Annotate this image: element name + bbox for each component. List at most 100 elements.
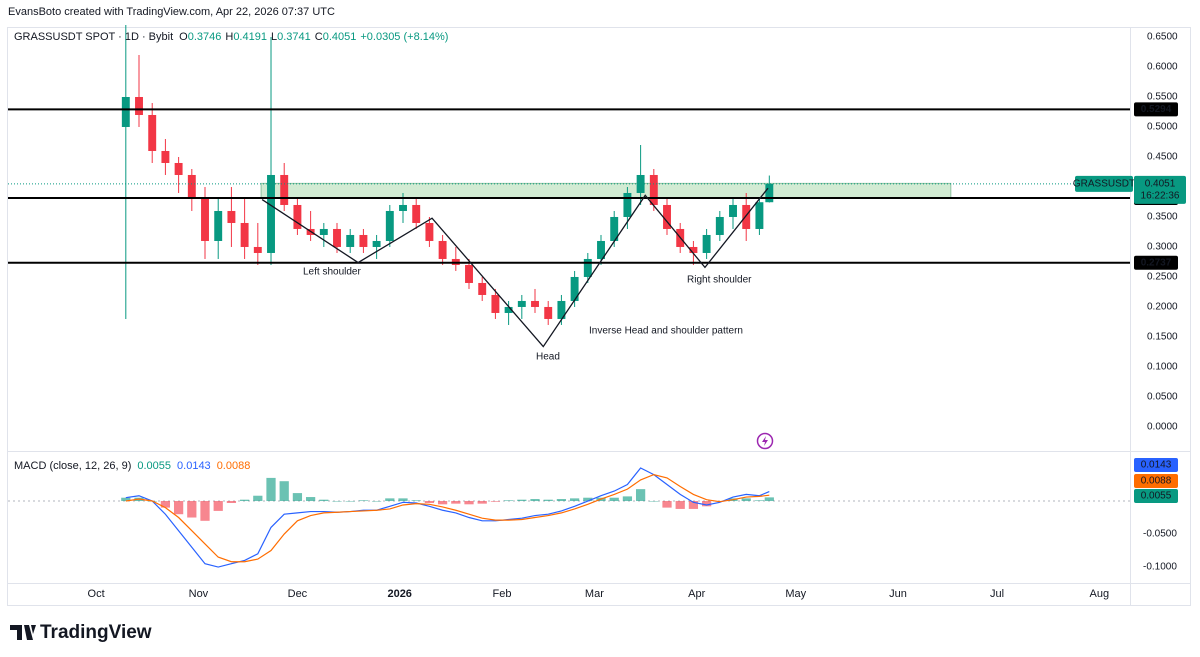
candle-body bbox=[544, 306, 553, 319]
candle-body bbox=[531, 300, 539, 307]
value-label: 0.0055 bbox=[1141, 491, 1172, 502]
x-tick-label: Nov bbox=[189, 588, 209, 600]
histogram-bar bbox=[569, 498, 580, 502]
x-tick-label: Mar bbox=[585, 588, 604, 600]
histogram-bar bbox=[371, 501, 382, 502]
candle-body bbox=[491, 294, 500, 313]
candle-body bbox=[346, 234, 355, 247]
x-tick-label: Aug bbox=[1090, 588, 1110, 600]
candle-body bbox=[636, 174, 645, 193]
value-label: 0.0088 bbox=[1141, 476, 1172, 487]
credit: EvansBoto created with TradingView.com, … bbox=[8, 6, 335, 18]
change: +0.0305 (+8.14%) bbox=[360, 31, 448, 43]
candle-body bbox=[293, 204, 302, 229]
candle-body bbox=[385, 210, 394, 241]
ohlc-value: 0.3746 bbox=[188, 31, 222, 43]
y-tick-label: -0.1000 bbox=[1143, 562, 1177, 573]
price-label-box bbox=[1134, 175, 1186, 204]
candle-body bbox=[465, 264, 473, 283]
ohlc-label: H bbox=[225, 31, 233, 43]
y-tick-label: 0.5500 bbox=[1147, 92, 1178, 103]
histogram-bar bbox=[398, 498, 408, 502]
histogram-bar bbox=[121, 497, 131, 502]
level-label: 0.5294 bbox=[1141, 104, 1172, 115]
y-tick-label: 0.0500 bbox=[1147, 392, 1178, 403]
alert-bolt[interactable] bbox=[762, 436, 768, 446]
histogram-bar bbox=[635, 489, 646, 502]
brand-name[interactable]: TradingView bbox=[40, 622, 152, 643]
histogram-bar bbox=[583, 497, 593, 502]
candle-body bbox=[135, 96, 143, 115]
histogram-bar bbox=[675, 501, 685, 509]
histogram-bar bbox=[609, 497, 619, 502]
candle-body bbox=[597, 240, 605, 259]
resistance-zone bbox=[260, 182, 952, 199]
candle-body bbox=[253, 246, 262, 253]
candle-body bbox=[623, 192, 632, 217]
y-tick-label: 0.3500 bbox=[1147, 212, 1178, 223]
alert-ring[interactable] bbox=[756, 432, 774, 450]
value-label-box bbox=[1134, 474, 1178, 488]
candle-body bbox=[504, 306, 513, 313]
candle-body bbox=[742, 204, 751, 229]
y-tick-label: 0.1500 bbox=[1147, 332, 1178, 343]
candle-body bbox=[557, 300, 566, 319]
candle-body bbox=[583, 258, 592, 277]
y-tick-label: 0.6500 bbox=[1147, 32, 1178, 43]
x-tick-label: Feb bbox=[493, 588, 512, 600]
candle-body bbox=[610, 216, 619, 241]
annotation: Left shoulder bbox=[303, 267, 361, 278]
ohlc-label: L bbox=[271, 31, 277, 43]
histogram-bar bbox=[358, 500, 369, 502]
histogram-bar bbox=[464, 501, 474, 505]
candle-body bbox=[649, 174, 658, 205]
candle-body bbox=[478, 282, 487, 295]
candle-body bbox=[729, 204, 737, 217]
candle-body bbox=[689, 246, 698, 253]
histogram-bar bbox=[266, 477, 276, 502]
histogram-bar bbox=[239, 499, 250, 502]
histogram-bar bbox=[424, 501, 435, 503]
histogram-bar bbox=[160, 501, 171, 508]
macd-title: MACD (close, 12, 26, 9) bbox=[14, 460, 131, 472]
histogram-bar bbox=[701, 501, 712, 507]
histogram-bar bbox=[622, 496, 633, 502]
histogram-bar bbox=[319, 499, 329, 502]
histogram-bar bbox=[437, 501, 448, 505]
candle-body bbox=[755, 202, 764, 229]
histogram-bar bbox=[543, 499, 553, 502]
signal-value: 0.0088 bbox=[217, 460, 251, 472]
overlay: 0.0000 0.0500 0.1000 0.1500 0.2000 0.2500 0.30… bbox=[88, 32, 1186, 600]
candle-body bbox=[174, 162, 183, 175]
y-tick-label: 0.1000 bbox=[1147, 362, 1178, 373]
annotation: Right shoulder bbox=[687, 275, 752, 286]
histogram-bar bbox=[279, 481, 289, 502]
candle-body bbox=[148, 114, 157, 151]
level-label-box bbox=[1134, 255, 1178, 270]
annotation: Head bbox=[536, 352, 560, 363]
alert-icon[interactable] bbox=[756, 432, 774, 450]
candle-body bbox=[412, 204, 421, 223]
annotation: Inverse Head and shoulder pattern bbox=[589, 326, 743, 337]
macd-header: MACD (close, 12, 26, 9) 0.0055 0.0143 0.008… bbox=[14, 460, 250, 472]
logo-mark[interactable] bbox=[10, 625, 36, 640]
y-tick-label: 0.3000 bbox=[1147, 242, 1178, 253]
macd-line bbox=[125, 473, 770, 563]
candle-body bbox=[161, 150, 170, 163]
candle-body bbox=[765, 183, 774, 203]
x-tick-label: Jul bbox=[990, 588, 1004, 600]
symbol-label: GRASSUSDT bbox=[1073, 179, 1135, 190]
brand-logo[interactable]: TradingView bbox=[10, 622, 152, 643]
legend-header: GRASSUSDT SPOT · 1D · Bybit O0.3746 H0.419… bbox=[14, 31, 448, 43]
histogram-bar bbox=[556, 499, 567, 502]
level-label-box bbox=[1134, 102, 1178, 117]
x-tick-label: 2026 bbox=[387, 588, 411, 600]
candle-body bbox=[517, 300, 526, 307]
candle-body bbox=[570, 276, 579, 301]
symbol-title: GRASSUSDT SPOT · 1D · Bybit bbox=[14, 31, 173, 43]
candle-body bbox=[663, 204, 671, 229]
countdown: 16:22:36 bbox=[1141, 191, 1180, 202]
candle-body bbox=[359, 234, 368, 247]
histogram-bar bbox=[411, 500, 421, 502]
